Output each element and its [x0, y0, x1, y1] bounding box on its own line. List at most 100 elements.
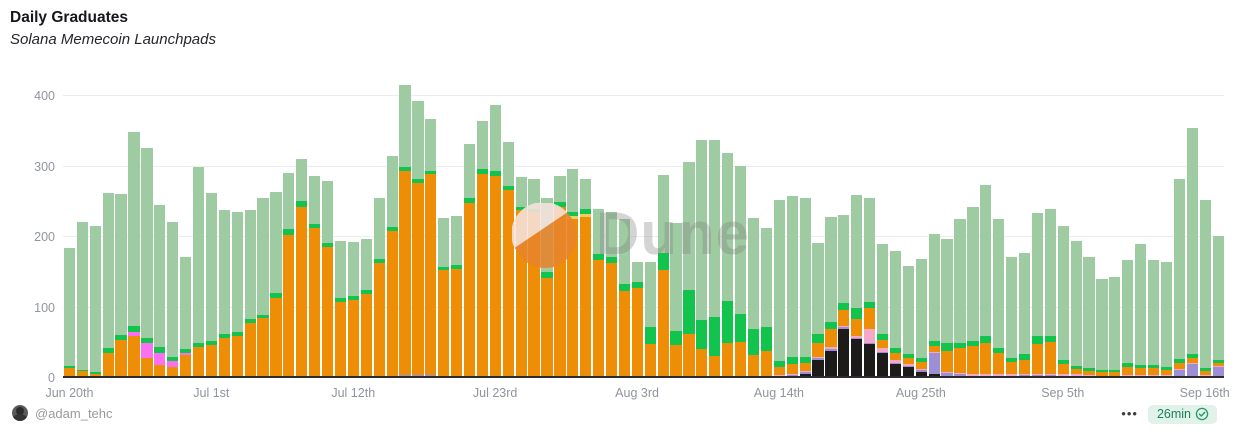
bar-day-72[interactable]: [993, 219, 1005, 378]
bar-day-68[interactable]: [941, 239, 953, 378]
bar-day-23[interactable]: [360, 239, 372, 378]
bar-day-45[interactable]: [644, 261, 656, 378]
bar-day-14[interactable]: [244, 210, 256, 378]
bar-day-36[interactable]: [528, 178, 540, 378]
bar-day-78[interactable]: [1070, 240, 1082, 378]
bar-day-28[interactable]: [425, 118, 437, 378]
refresh-badge[interactable]: 26min: [1147, 404, 1217, 424]
bar-day-84[interactable]: [1147, 260, 1160, 378]
bar-day-42[interactable]: [605, 212, 618, 378]
bar-day-81[interactable]: [1109, 277, 1121, 378]
bar-day-21[interactable]: [334, 241, 347, 378]
bar-day-35[interactable]: [515, 177, 527, 378]
bar-day-76[interactable]: [1044, 208, 1056, 378]
bar-day-5[interactable]: [128, 132, 140, 378]
segment-pale_green: [1018, 253, 1031, 355]
bar-day-10[interactable]: [192, 166, 205, 378]
segment-pale_green: [657, 174, 669, 253]
bar-day-46[interactable]: [657, 174, 669, 378]
bar-day-0[interactable]: [63, 247, 76, 378]
bar-day-31[interactable]: [463, 143, 476, 378]
bar-day-88[interactable]: [1199, 199, 1211, 378]
bar-day-73[interactable]: [1006, 257, 1018, 378]
bar-day-82[interactable]: [1122, 259, 1134, 378]
bar-day-52[interactable]: [734, 165, 747, 378]
bar-day-53[interactable]: [747, 218, 760, 378]
bar-day-9[interactable]: [180, 256, 192, 378]
bar-day-58[interactable]: [812, 242, 824, 378]
bar-day-32[interactable]: [476, 120, 489, 378]
bar-day-3[interactable]: [102, 192, 114, 378]
bar-day-47[interactable]: [670, 222, 682, 378]
bar-day-80[interactable]: [1096, 279, 1108, 378]
bar-day-22[interactable]: [347, 241, 359, 378]
bar-day-86[interactable]: [1173, 178, 1185, 378]
bar-day-55[interactable]: [773, 200, 785, 378]
bar-day-60[interactable]: [838, 215, 850, 378]
bar-day-26[interactable]: [399, 85, 411, 378]
bar-day-48[interactable]: [683, 162, 695, 378]
bar-day-63[interactable]: [876, 244, 889, 378]
bar-day-25[interactable]: [386, 155, 398, 378]
bar-day-1[interactable]: [76, 221, 88, 378]
segment-black: [838, 328, 850, 378]
bar-day-66[interactable]: [915, 258, 927, 378]
author-handle[interactable]: @adam_tehc: [35, 405, 113, 421]
bar-day-30[interactable]: [451, 215, 463, 378]
x-axis-line: [63, 376, 1224, 378]
segment-purple: [1212, 367, 1224, 378]
bar-day-38[interactable]: [554, 175, 566, 378]
bar-day-87[interactable]: [1186, 128, 1198, 378]
bar-day-11[interactable]: [205, 193, 218, 378]
bar-day-67[interactable]: [928, 233, 940, 378]
bar-day-59[interactable]: [825, 216, 837, 378]
bar-day-17[interactable]: [283, 172, 295, 378]
segment-magenta: [154, 352, 166, 366]
bar-day-39[interactable]: [567, 169, 579, 378]
author-byline[interactable]: @adam_tehc: [12, 405, 113, 421]
bar-day-54[interactable]: [760, 227, 772, 378]
bar-day-83[interactable]: [1135, 244, 1147, 378]
bar-day-8[interactable]: [167, 222, 179, 378]
bar-day-4[interactable]: [115, 194, 127, 378]
bar-day-44[interactable]: [631, 262, 643, 378]
bar-day-75[interactable]: [1031, 213, 1044, 378]
bar-day-12[interactable]: [218, 210, 230, 378]
bar-day-74[interactable]: [1018, 253, 1031, 378]
bar-day-43[interactable]: [618, 219, 631, 378]
bar-day-64[interactable]: [889, 251, 902, 378]
bar-day-15[interactable]: [257, 197, 269, 378]
bar-day-51[interactable]: [722, 153, 734, 378]
bar-day-27[interactable]: [412, 100, 424, 378]
bar-day-20[interactable]: [321, 181, 334, 378]
bar-day-6[interactable]: [141, 148, 153, 378]
bar-day-13[interactable]: [231, 211, 243, 378]
bar-day-29[interactable]: [438, 217, 450, 378]
bar-day-79[interactable]: [1083, 256, 1095, 378]
bar-day-49[interactable]: [696, 139, 708, 378]
bar-day-34[interactable]: [502, 141, 514, 378]
bar-day-50[interactable]: [709, 140, 721, 378]
bar-day-2[interactable]: [89, 226, 101, 378]
bar-day-33[interactable]: [489, 104, 501, 378]
bar-day-40[interactable]: [580, 179, 592, 378]
more-options-button[interactable]: •••: [1121, 406, 1138, 421]
bar-day-7[interactable]: [154, 204, 166, 378]
bar-day-18[interactable]: [296, 159, 308, 378]
bar-day-77[interactable]: [1057, 225, 1069, 378]
bar-day-37[interactable]: [541, 198, 553, 378]
bar-day-70[interactable]: [967, 207, 979, 378]
bar-day-85[interactable]: [1160, 261, 1173, 378]
bar-day-16[interactable]: [270, 191, 282, 378]
bar-day-62[interactable]: [864, 198, 876, 378]
bar-day-24[interactable]: [373, 198, 385, 378]
bar-day-19[interactable]: [309, 175, 321, 378]
bar-day-69[interactable]: [954, 219, 966, 378]
bar-day-41[interactable]: [593, 208, 605, 378]
bar-day-56[interactable]: [786, 196, 798, 378]
bar-day-71[interactable]: [980, 184, 992, 378]
bar-day-89[interactable]: [1212, 236, 1224, 378]
bar-day-57[interactable]: [799, 198, 811, 378]
bar-day-65[interactable]: [902, 265, 914, 378]
bar-day-61[interactable]: [851, 194, 863, 378]
